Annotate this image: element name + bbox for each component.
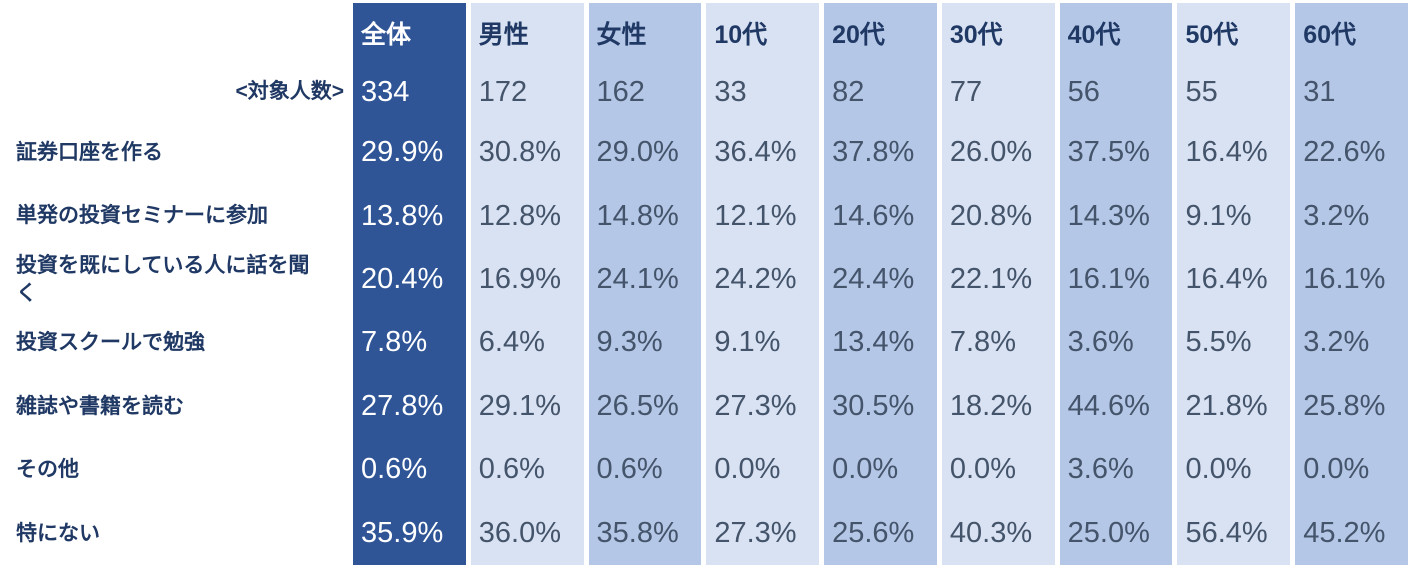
- value-cell: 22.6%: [1295, 121, 1408, 185]
- value-cell: 27.3%: [706, 374, 820, 439]
- sample-size-label: <対象人数>: [0, 63, 348, 121]
- value-cell: 0.0%: [824, 438, 937, 502]
- row-label: 単発の投資セミナーに参加: [0, 184, 348, 248]
- column-header: 女性: [588, 3, 702, 63]
- column-header: 60代: [1295, 3, 1408, 63]
- value-cell: 16.4%: [1177, 247, 1291, 312]
- value-cell: 36.4%: [706, 121, 820, 185]
- value-cell: 7.8%: [941, 311, 1055, 375]
- value-cell: 0.0%: [1177, 438, 1291, 502]
- value-cell: 45.2%: [1295, 501, 1408, 565]
- row-label: 投資を既にしている人に話を聞く: [0, 247, 348, 312]
- value-cell: 12.8%: [470, 184, 584, 248]
- sample-size-value: 56: [1059, 63, 1173, 121]
- value-cell: 3.6%: [1059, 311, 1173, 375]
- value-cell: 30.5%: [824, 374, 937, 439]
- column-header: 男性: [470, 3, 584, 63]
- value-cell: 29.9%: [353, 121, 466, 185]
- sample-size-value: 31: [1295, 63, 1408, 121]
- value-cell: 36.0%: [470, 501, 584, 565]
- value-cell: 9.1%: [706, 311, 820, 375]
- value-cell: 21.8%: [1177, 374, 1291, 439]
- value-cell: 13.8%: [353, 184, 466, 248]
- value-cell: 35.8%: [588, 501, 702, 565]
- value-cell: 5.5%: [1177, 311, 1291, 375]
- row-label: 証券口座を作る: [0, 121, 348, 185]
- sample-size-value: 55: [1177, 63, 1291, 121]
- value-cell: 9.1%: [1177, 184, 1291, 248]
- value-cell: 24.1%: [588, 247, 702, 312]
- column-header: 50代: [1177, 3, 1291, 63]
- value-cell: 16.1%: [1059, 247, 1173, 312]
- value-cell: 24.2%: [706, 247, 820, 312]
- value-cell: 16.1%: [1295, 247, 1408, 312]
- value-cell: 18.2%: [941, 374, 1055, 439]
- value-cell: 3.2%: [1295, 184, 1408, 248]
- value-cell: 29.0%: [588, 121, 702, 185]
- value-cell: 56.4%: [1177, 501, 1291, 565]
- value-cell: 25.6%: [824, 501, 937, 565]
- value-cell: 44.6%: [1059, 374, 1173, 439]
- value-cell: 30.8%: [470, 121, 584, 185]
- value-cell: 14.6%: [824, 184, 937, 248]
- sample-size-value: 77: [941, 63, 1055, 121]
- value-cell: 3.2%: [1295, 311, 1408, 375]
- value-cell: 0.6%: [588, 438, 702, 502]
- value-cell: 37.8%: [824, 121, 937, 185]
- value-cell: 37.5%: [1059, 121, 1173, 185]
- value-cell: 35.9%: [353, 501, 466, 565]
- value-cell: 24.4%: [824, 247, 937, 312]
- corner-spacer: [0, 3, 348, 63]
- row-label: その他: [0, 438, 348, 502]
- value-cell: 13.4%: [824, 311, 937, 375]
- sample-size-value: 162: [588, 63, 702, 121]
- value-cell: 26.5%: [588, 374, 702, 439]
- value-cell: 20.8%: [941, 184, 1055, 248]
- sample-size-value: 33: [706, 63, 820, 121]
- row-label: 特にない: [0, 501, 348, 565]
- value-cell: 27.8%: [353, 374, 466, 439]
- value-cell: 0.0%: [941, 438, 1055, 502]
- value-cell: 26.0%: [941, 121, 1055, 185]
- column-header: 30代: [941, 3, 1055, 63]
- sample-size-value: 334: [353, 63, 466, 121]
- column-header: 10代: [706, 3, 820, 63]
- value-cell: 6.4%: [470, 311, 584, 375]
- sample-size-value: 172: [470, 63, 584, 121]
- value-cell: 40.3%: [941, 501, 1055, 565]
- value-cell: 0.6%: [470, 438, 584, 502]
- value-cell: 0.0%: [1295, 438, 1408, 502]
- value-cell: 14.3%: [1059, 184, 1173, 248]
- column-header: 全体: [353, 3, 466, 63]
- column-header: 40代: [1059, 3, 1173, 63]
- value-cell: 7.8%: [353, 311, 466, 375]
- value-cell: 22.1%: [941, 247, 1055, 312]
- value-cell: 0.0%: [706, 438, 820, 502]
- row-label: 投資スクールで勉強: [0, 311, 348, 375]
- value-cell: 25.8%: [1295, 374, 1408, 439]
- value-cell: 29.1%: [470, 374, 584, 439]
- value-cell: 12.1%: [706, 184, 820, 248]
- value-cell: 16.4%: [1177, 121, 1291, 185]
- value-cell: 25.0%: [1059, 501, 1173, 565]
- value-cell: 0.6%: [353, 438, 466, 502]
- value-cell: 9.3%: [588, 311, 702, 375]
- value-cell: 14.8%: [588, 184, 702, 248]
- value-cell: 3.6%: [1059, 438, 1173, 502]
- sample-size-value: 82: [824, 63, 937, 121]
- value-cell: 20.4%: [353, 247, 466, 312]
- survey-table: 全体 男性 女性 10代 20代 30代 40代 50代 60代 <対象人数> 334 172 162 3…: [0, 3, 1408, 565]
- column-header: 20代: [824, 3, 937, 63]
- value-cell: 16.9%: [470, 247, 584, 312]
- row-label: 雑誌や書籍を読む: [0, 374, 348, 439]
- value-cell: 27.3%: [706, 501, 820, 565]
